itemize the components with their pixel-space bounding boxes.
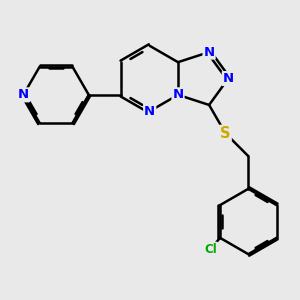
Text: N: N	[223, 72, 234, 85]
Text: S: S	[220, 126, 231, 141]
Text: N: N	[203, 46, 215, 59]
Text: N: N	[172, 88, 184, 101]
Text: Cl: Cl	[204, 243, 217, 256]
Text: N: N	[18, 88, 29, 101]
Text: N: N	[144, 105, 155, 118]
